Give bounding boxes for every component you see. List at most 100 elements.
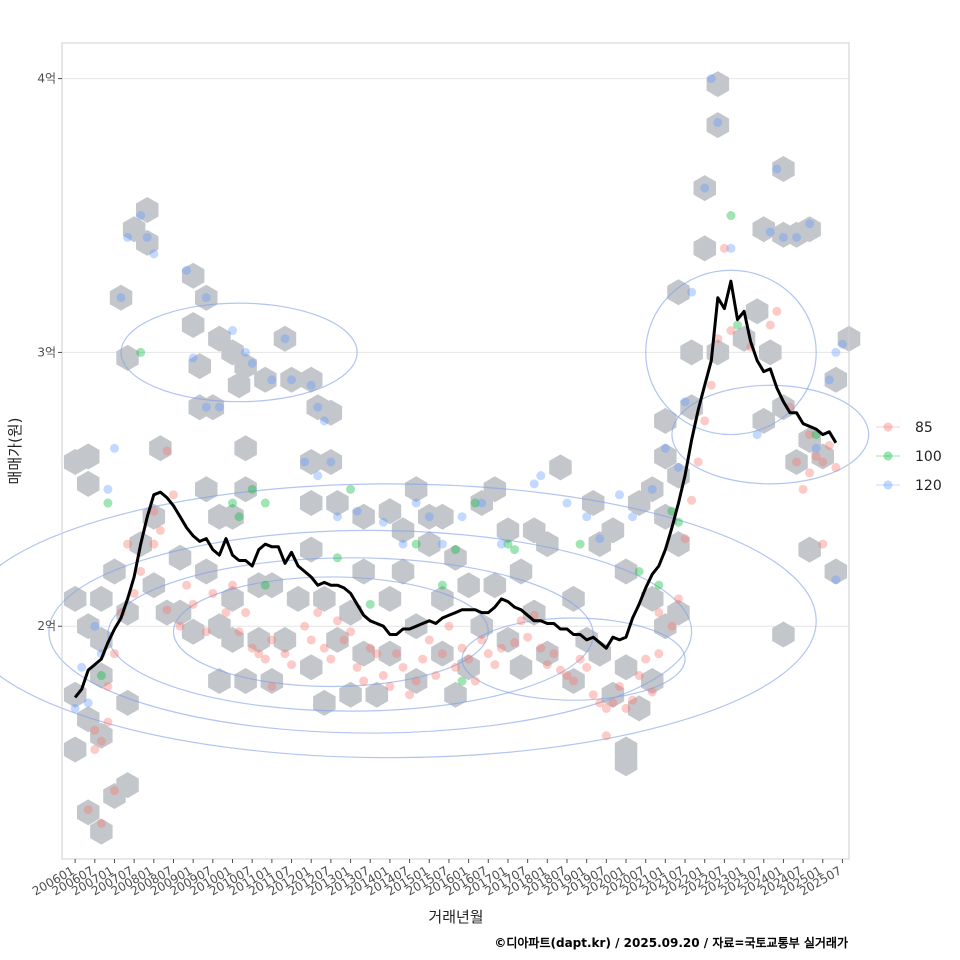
point-120 <box>70 703 80 713</box>
point-120 <box>411 498 421 508</box>
legend: 85 100 120 <box>876 420 942 494</box>
point-85 <box>103 681 113 691</box>
hexbin-cell <box>667 531 690 558</box>
legend-label: 120 <box>915 478 942 494</box>
point-120 <box>136 211 146 221</box>
point-85 <box>470 676 480 686</box>
point-85 <box>352 662 362 672</box>
point-120 <box>424 512 434 522</box>
hexbin-cell <box>431 503 454 530</box>
point-85 <box>444 621 454 631</box>
hexbin-cell <box>352 503 375 530</box>
point-85 <box>346 627 356 637</box>
point-120 <box>149 249 159 259</box>
hexbin-cell <box>63 736 87 763</box>
legend-label: 85 <box>915 420 933 436</box>
hexbin-cell <box>562 585 585 612</box>
point-85 <box>483 649 493 659</box>
point-120 <box>831 347 841 357</box>
point-85 <box>109 786 119 796</box>
hexbin-cell <box>77 706 100 733</box>
point-100 <box>332 553 342 563</box>
point-120 <box>700 183 710 193</box>
point-85 <box>339 635 349 645</box>
hexbin-cell <box>798 216 821 243</box>
point-85 <box>267 681 277 691</box>
point-85 <box>575 654 585 664</box>
legend-label: 100 <box>915 449 942 465</box>
point-85 <box>437 649 447 659</box>
hexbin-cell <box>136 229 159 256</box>
point-100 <box>733 320 743 330</box>
point-120 <box>300 457 310 467</box>
hexbin-cell <box>181 618 205 645</box>
point-85 <box>123 539 133 549</box>
point-85 <box>706 380 716 390</box>
density-contour <box>645 269 817 436</box>
point-85 <box>765 320 775 330</box>
hexbin-cell <box>319 399 343 426</box>
point-85 <box>149 539 159 549</box>
point-120 <box>241 347 251 357</box>
hexbin-cell <box>509 654 533 681</box>
hexbin-cell <box>745 298 769 325</box>
point-85 <box>287 660 297 670</box>
point-120 <box>319 416 329 426</box>
hexbin-cell <box>614 558 638 585</box>
point-100 <box>634 566 644 576</box>
point-100 <box>673 517 683 527</box>
hexbin-cell <box>752 407 775 434</box>
hexbin-cell <box>496 626 520 653</box>
x-axis-title: 거래년월 <box>428 908 483 926</box>
point-85 <box>601 731 611 741</box>
point-85 <box>398 662 408 672</box>
hexbin-cell <box>654 443 677 470</box>
point-85 <box>359 676 369 686</box>
point-120 <box>306 380 316 390</box>
point-85 <box>155 525 165 535</box>
hexbin-cell <box>378 498 402 525</box>
point-120 <box>805 219 815 229</box>
credit-text: ©디아파트(dapt.kr) / 2025.09.20 / 자료=국토교통부 실… <box>494 935 848 950</box>
point-120 <box>287 375 297 385</box>
point-85 <box>464 654 474 664</box>
point-85 <box>792 457 802 467</box>
hexbin-layer <box>63 71 861 845</box>
density-contour <box>671 384 870 485</box>
point-85 <box>536 643 546 653</box>
hexbin-cell <box>627 695 651 722</box>
point-120 <box>123 232 133 242</box>
point-85 <box>365 643 375 653</box>
hexbin-cell <box>824 558 848 585</box>
hexbin-cell <box>90 722 113 749</box>
hexbin-cell <box>280 366 303 393</box>
point-100 <box>503 539 513 549</box>
scatter-points <box>70 74 847 828</box>
point-85 <box>424 635 434 645</box>
point-85 <box>687 495 697 505</box>
hexbin-cell <box>103 558 126 585</box>
hexbin-cell <box>234 476 257 503</box>
hexbin-cell <box>273 325 297 352</box>
point-85 <box>129 588 139 598</box>
point-85 <box>772 306 782 316</box>
hexbin-cell <box>431 585 454 612</box>
point-85 <box>641 654 651 664</box>
point-100 <box>103 498 113 508</box>
point-85 <box>562 671 572 681</box>
hexbin-cell <box>300 449 323 475</box>
point-85 <box>831 462 841 472</box>
point-85 <box>713 334 723 344</box>
hexbin-cell <box>706 71 730 98</box>
point-85 <box>805 468 815 478</box>
point-120 <box>142 232 152 242</box>
point-85 <box>149 506 159 516</box>
hexbin-cell <box>234 353 257 380</box>
legend-key-point <box>883 480 893 490</box>
point-100 <box>260 498 270 508</box>
hexbin-cell <box>444 681 467 708</box>
point-120 <box>103 484 113 494</box>
point-120 <box>824 375 834 385</box>
